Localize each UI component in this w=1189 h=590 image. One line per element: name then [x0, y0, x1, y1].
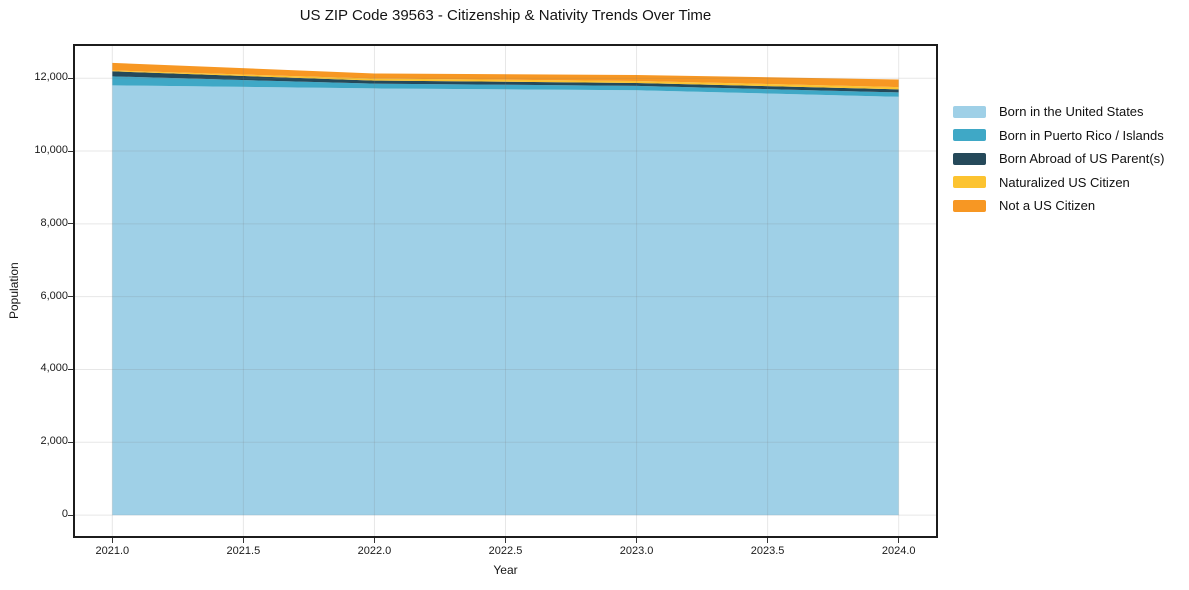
legend-label: Born in the United States [999, 104, 1144, 119]
area-series-1 [112, 76, 899, 97]
y-tick-mark [68, 368, 73, 370]
y-tick-label: 8,000 [40, 216, 68, 229]
x-tick-mark [767, 538, 769, 543]
y-tick-label: 10,000 [34, 144, 68, 157]
x-tick-mark [111, 538, 113, 543]
legend-label: Not a US Citizen [999, 198, 1096, 213]
y-axis-label: Population [7, 262, 21, 320]
stacked-area-plot [73, 44, 938, 538]
y-tick-mark [68, 296, 73, 298]
x-tick-label: 2021.0 [95, 545, 130, 557]
x-tick-label: 2021.5 [226, 545, 261, 557]
x-tick-label: 2024.0 [881, 545, 916, 557]
y-tick-label: 4,000 [40, 362, 68, 375]
y-tick-label: 0 [61, 508, 68, 521]
legend-swatch-icon [953, 129, 986, 141]
legend-swatch-icon [953, 199, 986, 212]
y-tick-label: 2,000 [40, 435, 68, 448]
legend-swatch-icon [953, 152, 986, 165]
x-tick-label: 2022.0 [357, 545, 392, 557]
y-tick-mark [68, 223, 73, 225]
y-tick-mark [68, 441, 73, 443]
plot-frame [73, 44, 938, 538]
area-series-4 [112, 62, 899, 88]
x-tick-mark [898, 538, 900, 543]
y-tick-mark [68, 514, 73, 516]
legend-item-2: Born Abroad of US Parent(s) [953, 150, 1164, 167]
x-tick-label: 2022.5 [488, 545, 523, 557]
legend-label: Born Abroad of US Parent(s) [999, 151, 1165, 166]
area-series-2 [112, 71, 899, 93]
x-tick-label: 2023.5 [750, 545, 785, 557]
legend-item-1: Born in Puerto Rico / Islands [953, 127, 1164, 144]
y-tick-label: 12,000 [34, 71, 68, 84]
x-axis-label: Year [493, 563, 518, 577]
x-tick-label: 2023.0 [619, 545, 654, 557]
legend-swatch-icon [953, 105, 986, 118]
legend-label: Naturalized US Citizen [999, 174, 1130, 190]
legend-swatch-icon [953, 176, 986, 188]
y-tick-label: 6,000 [40, 289, 68, 302]
x-tick-mark [373, 538, 375, 543]
legend-item-0: Born in the United States [953, 103, 1164, 120]
area-series-0 [112, 85, 899, 516]
area-series-3 [112, 70, 899, 90]
legend-item-3: Naturalized US Citizen [953, 174, 1164, 191]
x-tick-mark [636, 538, 638, 543]
y-tick-mark [68, 77, 73, 79]
x-tick-mark [505, 538, 506, 543]
legend-label: Born in Puerto Rico / Islands [999, 127, 1164, 143]
y-tick-mark [68, 150, 73, 152]
legend: Born in the United States Born in Puerto … [953, 103, 1164, 221]
x-tick-mark [242, 538, 244, 543]
chart-title: US ZIP Code 39563 - Citizenship & Nativi… [299, 7, 712, 24]
legend-item-4: Not a US Citizen [953, 197, 1164, 214]
